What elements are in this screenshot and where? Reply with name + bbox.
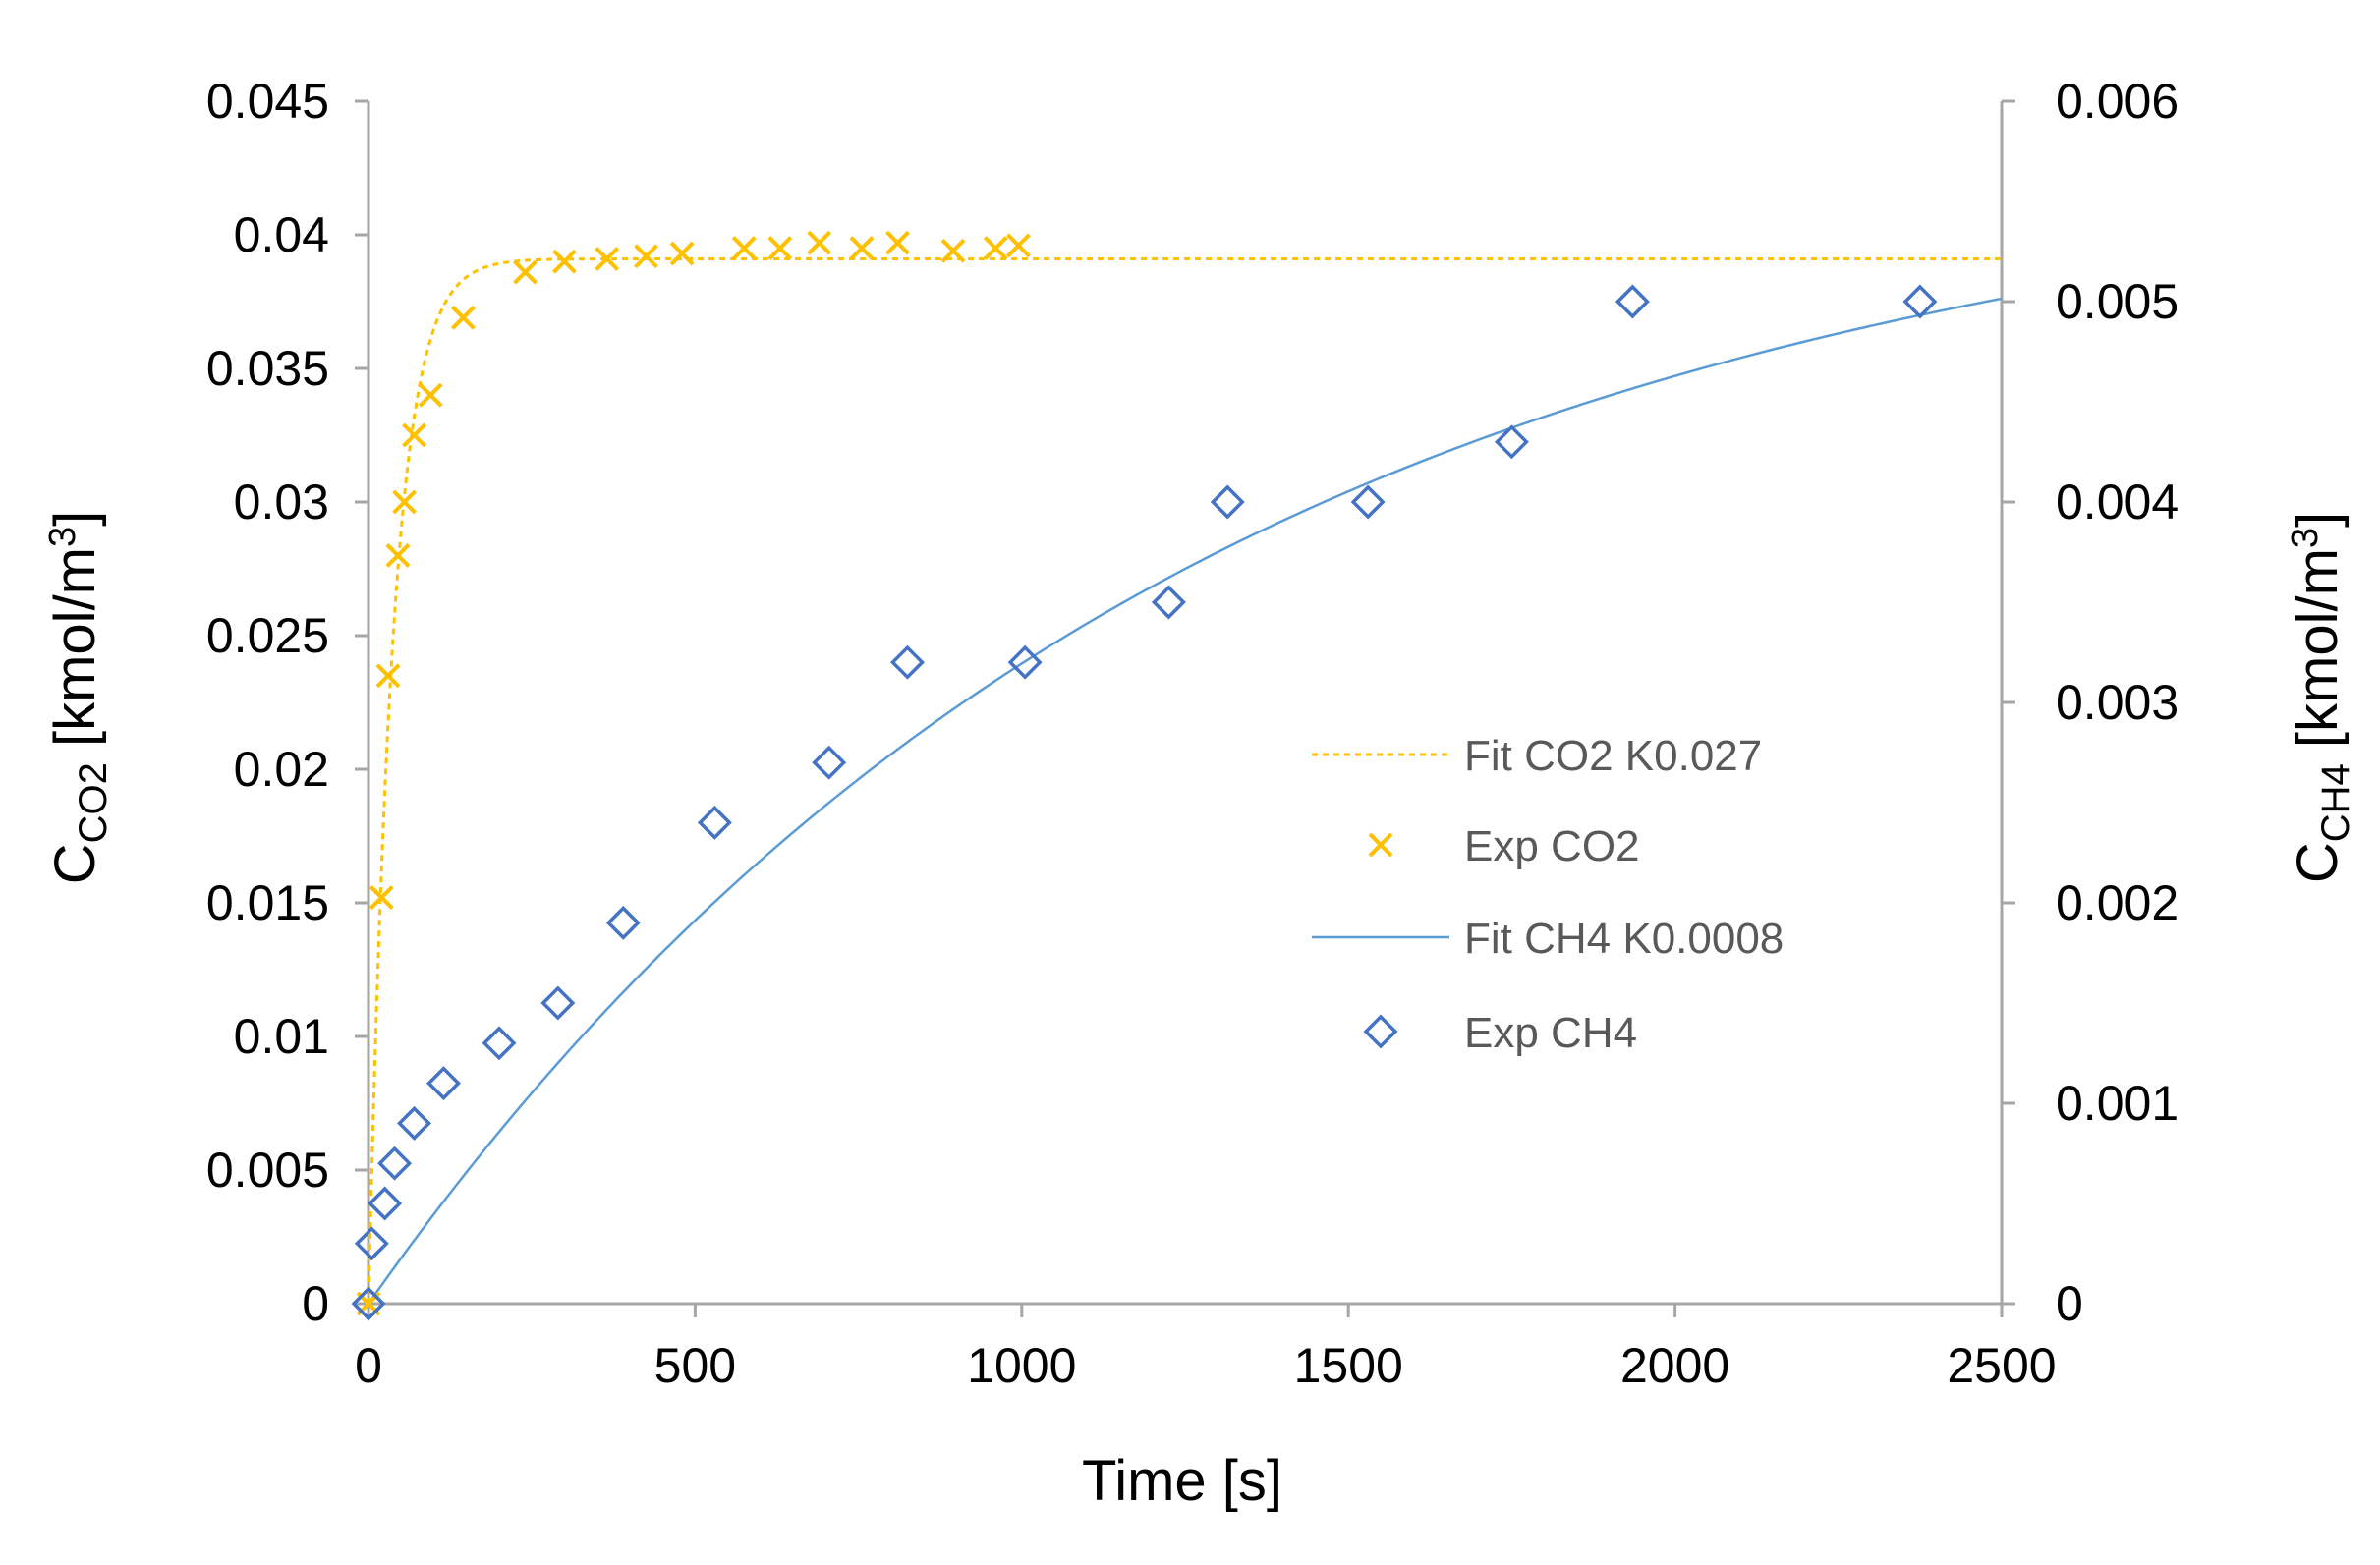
data-point-exp-co2 (552, 249, 577, 274)
legend-item-fit-co2: Fit CO2 K0.027 (1312, 732, 1762, 780)
data-point-exp-ch4 (368, 1186, 403, 1221)
y-axis-title-right: CCH4 [kmol/m3] (2285, 512, 2357, 883)
y-axis-title-right-sup: 3 (2285, 528, 2326, 548)
data-point-exp-co2 (385, 542, 411, 568)
series-line-0 (367, 256, 2002, 1305)
legend-marker-diamond (1363, 1014, 1398, 1049)
y-tick-label-left: 0.045 (206, 74, 329, 129)
legend: Fit CO2 K0.027 Exp CO2 Fit CH4 K0.0008 E… (1312, 732, 1784, 1057)
x-tick-label: 1000 (967, 1338, 1076, 1393)
data-point-exp-ch4 (605, 905, 641, 940)
legend-item-exp-ch4: Exp CH4 (1363, 1009, 1637, 1057)
x-tick-label: 1500 (1294, 1338, 1403, 1393)
y-tick-label-right: 0.005 (2056, 274, 2179, 329)
y-tick-label-left: 0.005 (206, 1143, 329, 1198)
y-tick-label-right: 0 (2056, 1276, 2083, 1331)
y-tick-label-right: 0.006 (2056, 74, 2179, 129)
data-point-exp-co2 (731, 236, 757, 261)
data-point-exp-co2 (418, 382, 443, 408)
y-axis-title-right-unit: [kmol/m (2286, 548, 2350, 748)
data-point-exp-ch4 (482, 1026, 517, 1061)
data-point-exp-ch4 (1615, 284, 1650, 319)
data-point-exp-ch4 (1902, 284, 1938, 319)
series-markers-1 (356, 230, 1031, 1316)
y-tick-label-left: 0.03 (234, 475, 329, 530)
data-point-exp-co2 (940, 238, 966, 263)
x-tick-label: 0 (355, 1338, 382, 1393)
series-markers-3 (351, 284, 1938, 1321)
y-axis-title-right-base: C (2286, 842, 2350, 883)
axes: 0 500 1000 1500 2000 250000.0050.010.0150.020… (206, 74, 2179, 1393)
y-tick-label-right: 0.004 (2056, 475, 2179, 530)
y-tick-label-left: 0.01 (234, 1009, 329, 1064)
data-point-exp-co2 (983, 236, 1008, 261)
y-tick-label-left: 0.02 (234, 742, 329, 797)
data-point-exp-co2 (849, 236, 875, 261)
series-line-2 (367, 297, 2003, 1305)
legend-item-fit-ch4: Fit CH4 K0.0008 (1312, 915, 1784, 963)
data-point-exp-ch4 (354, 1226, 389, 1261)
data-point-exp-ch4 (377, 1146, 413, 1181)
data-point-exp-ch4 (1007, 644, 1043, 680)
data-point-exp-ch4 (697, 805, 732, 840)
data-point-exp-co2 (634, 244, 658, 269)
data-point-exp-co2 (767, 236, 793, 261)
data-point-exp-co2 (1006, 233, 1031, 258)
legend-swatch-exp-ch4 (1363, 1014, 1398, 1049)
y-axis-title-left: CCO2 [kmol/m3] (42, 511, 115, 885)
data-point-exp-co2 (595, 247, 620, 271)
y-axis-title-left-sup: 3 (42, 527, 84, 547)
legend-swatch-exp-co2 (1368, 832, 1393, 858)
data-point-exp-ch4 (351, 1286, 386, 1321)
data-point-exp-ch4 (1494, 424, 1529, 460)
y-tick-label-left: 0.035 (206, 341, 329, 396)
series-layer (351, 230, 2003, 1321)
legend-item-exp-co2: Exp CO2 (1368, 822, 1640, 870)
legend-marker-x (1368, 832, 1393, 858)
y-tick-label-left: 0 (302, 1276, 329, 1331)
data-point-exp-co2 (513, 259, 538, 285)
y-axis-title-right-close: ] (2286, 512, 2350, 528)
x-tick-label: 2500 (1947, 1338, 2056, 1393)
data-point-exp-ch4 (1350, 484, 1386, 520)
data-point-exp-ch4 (1210, 484, 1245, 520)
x-tick-label: 500 (654, 1338, 736, 1393)
data-point-exp-co2 (669, 241, 695, 266)
y-tick-label-left: 0.015 (206, 875, 329, 930)
data-point-exp-ch4 (540, 985, 576, 1021)
data-point-exp-ch4 (812, 745, 847, 780)
legend-label-fit-co2: Fit CO2 K0.027 (1464, 732, 1762, 780)
legend-label-fit-ch4: Fit CH4 K0.0008 (1464, 915, 1784, 963)
data-point-exp-co2 (807, 230, 832, 255)
data-point-exp-co2 (885, 230, 910, 255)
y-axis-title-left-base: C (43, 843, 107, 884)
data-point-exp-co2 (392, 489, 417, 515)
data-point-exp-co2 (368, 885, 394, 910)
legend-label-exp-co2: Exp CO2 (1464, 822, 1640, 870)
data-point-exp-co2 (450, 305, 476, 330)
y-axis-title-left-unit: [kmol/m (43, 547, 107, 747)
data-point-exp-ch4 (889, 644, 925, 680)
y-tick-label-left: 0.04 (234, 207, 329, 262)
y-tick-label-right: 0.002 (2056, 875, 2179, 930)
y-tick-label-right: 0.003 (2056, 675, 2179, 730)
data-point-exp-ch4 (1151, 585, 1186, 620)
data-point-exp-co2 (375, 663, 401, 689)
legend-label-exp-ch4: Exp CH4 (1464, 1009, 1637, 1057)
y-axis-title-right-sub: CH4 (2314, 763, 2357, 842)
data-point-exp-ch4 (397, 1105, 432, 1141)
x-axis-title: Time [s] (1082, 1449, 1282, 1513)
data-point-exp-co2 (402, 422, 426, 448)
y-axis-title-left-sub: CO2 (72, 762, 115, 843)
y-tick-label-right: 0.001 (2056, 1076, 2179, 1131)
y-axis-title-left-close: ] (43, 511, 107, 527)
x-tick-label: 2000 (1620, 1338, 1729, 1393)
data-point-exp-ch4 (425, 1066, 461, 1101)
y-tick-label-left: 0.025 (206, 608, 329, 663)
